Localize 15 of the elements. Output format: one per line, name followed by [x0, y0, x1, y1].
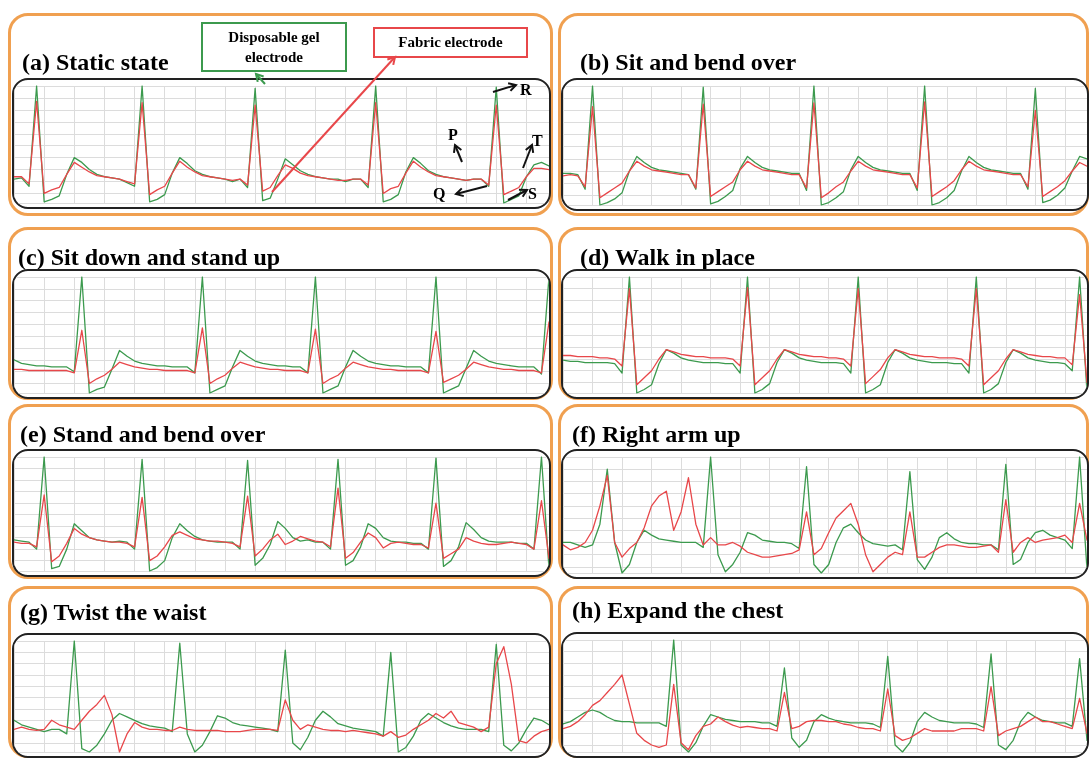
chart-title: (g) Twist the waist — [20, 599, 207, 625]
annotation: P — [448, 126, 458, 143]
chart-title: (a) Static state — [22, 49, 169, 75]
chart-title: (f) Right arm up — [572, 421, 741, 447]
chart-title: (e) Stand and bend over — [20, 421, 266, 447]
chart-title: (b) Sit and bend over — [580, 49, 797, 75]
annotation: T — [532, 132, 543, 149]
annotation: Q — [433, 185, 446, 202]
chart-title: (c) Sit down and stand up — [18, 244, 281, 270]
text: Disposable gel electrode — [201, 22, 347, 72]
annotation: S — [528, 185, 537, 202]
annotation: R — [520, 81, 532, 98]
text: Fabric electrode — [373, 27, 528, 58]
chart-title: (d) Walk in place — [580, 244, 755, 270]
chart-title: (h) Expand the chest — [572, 597, 784, 623]
